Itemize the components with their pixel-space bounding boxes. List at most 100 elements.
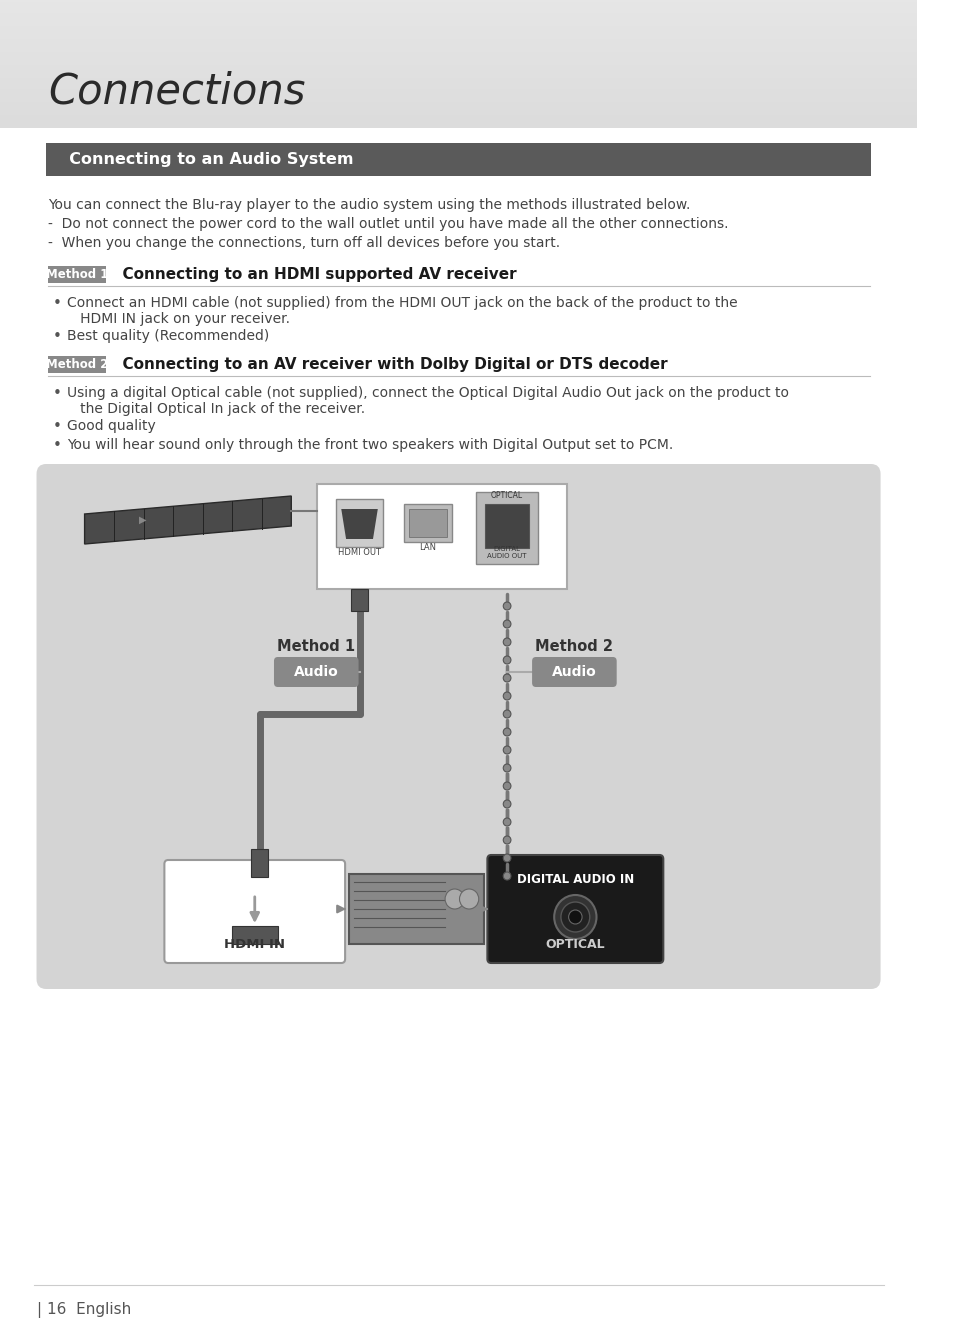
Bar	[408, 509, 447, 537]
Text: •: •	[52, 419, 62, 434]
Circle shape	[503, 728, 511, 736]
Bar	[0, 39, 916, 42]
FancyBboxPatch shape	[36, 465, 880, 990]
Bar	[0, 74, 916, 75]
Bar	[0, 23, 916, 25]
Bar	[0, 70, 916, 72]
Bar	[0, 108, 916, 111]
Bar	[0, 40, 916, 43]
Circle shape	[503, 656, 511, 664]
Bar	[0, 13, 916, 15]
Bar	[0, 62, 916, 64]
Bar	[232, 927, 277, 944]
Bar	[48, 266, 106, 283]
Bar	[0, 25, 916, 28]
Circle shape	[503, 782, 511, 790]
Bar	[0, 51, 916, 52]
FancyBboxPatch shape	[274, 657, 358, 687]
Circle shape	[503, 836, 511, 844]
Text: •: •	[52, 329, 62, 344]
Bar	[0, 63, 916, 66]
Text: Good quality: Good quality	[68, 419, 156, 432]
Bar	[0, 78, 916, 80]
Bar	[0, 36, 916, 37]
Circle shape	[503, 620, 511, 628]
Bar	[0, 67, 916, 68]
Bar	[0, 59, 916, 60]
Text: •: •	[52, 386, 62, 400]
Circle shape	[503, 818, 511, 826]
Bar	[0, 21, 916, 23]
Bar	[0, 122, 916, 125]
Text: Connect an HDMI cable (not supplied) from the HDMI OUT jack on the back of the p: Connect an HDMI cable (not supplied) fro…	[68, 296, 737, 327]
FancyBboxPatch shape	[532, 657, 616, 687]
Bar	[476, 491, 537, 564]
Bar	[0, 125, 916, 127]
Text: •: •	[52, 438, 62, 453]
Bar	[0, 90, 916, 91]
Bar	[0, 100, 916, 103]
Bar	[0, 37, 916, 39]
Bar	[317, 483, 567, 589]
Bar	[0, 79, 916, 82]
Bar	[0, 46, 916, 48]
Circle shape	[503, 872, 511, 880]
Text: Method 2: Method 2	[46, 358, 108, 371]
Bar	[0, 56, 916, 59]
Bar	[0, 119, 916, 121]
Bar	[0, 92, 916, 95]
Circle shape	[503, 710, 511, 718]
Circle shape	[503, 637, 511, 645]
Text: HDMI IN: HDMI IN	[224, 939, 285, 951]
Bar	[0, 98, 916, 99]
Circle shape	[445, 889, 464, 909]
Circle shape	[503, 692, 511, 700]
Bar	[0, 129, 916, 130]
Bar	[0, 127, 916, 129]
Text: Audio: Audio	[294, 665, 338, 679]
Text: ▶: ▶	[138, 516, 146, 525]
Circle shape	[503, 765, 511, 773]
Bar	[0, 88, 916, 90]
Bar	[0, 11, 916, 13]
Bar	[0, 123, 916, 126]
Bar	[0, 68, 916, 71]
Bar	[0, 29, 916, 31]
Bar	[0, 84, 916, 87]
Text: •: •	[52, 296, 62, 311]
Bar	[0, 94, 916, 96]
Bar	[0, 15, 916, 17]
FancyBboxPatch shape	[487, 856, 662, 963]
Bar	[0, 114, 916, 116]
Bar	[485, 503, 528, 548]
Bar	[0, 48, 916, 51]
Bar	[0, 66, 916, 67]
Bar	[0, 104, 916, 106]
Bar	[0, 44, 916, 46]
Bar	[0, 106, 916, 107]
Bar	[0, 9, 916, 12]
Text: Connecting to an HDMI supported AV receiver: Connecting to an HDMI supported AV recei…	[112, 266, 516, 283]
Text: Method 2: Method 2	[535, 639, 613, 653]
Bar	[0, 115, 916, 118]
Bar	[0, 60, 916, 62]
Polygon shape	[341, 509, 377, 540]
Bar	[48, 356, 106, 374]
Bar	[336, 499, 382, 548]
Text: You can connect the Blu-ray player to the audio system using the methods illustr: You can connect the Blu-ray player to th…	[48, 198, 690, 212]
Bar	[0, 83, 916, 84]
Bar	[0, 116, 916, 119]
Bar	[0, 0, 916, 3]
FancyBboxPatch shape	[164, 860, 345, 963]
Circle shape	[503, 854, 511, 862]
Bar	[46, 143, 870, 175]
Bar	[0, 20, 916, 21]
Bar	[0, 76, 916, 79]
Bar	[0, 99, 916, 102]
Bar	[0, 121, 916, 122]
Text: | 16  English: | 16 English	[36, 1302, 131, 1318]
Bar	[0, 8, 916, 11]
Text: OPTICAL: OPTICAL	[491, 491, 522, 499]
Bar	[0, 33, 916, 36]
Text: HDMI OUT: HDMI OUT	[337, 548, 380, 557]
